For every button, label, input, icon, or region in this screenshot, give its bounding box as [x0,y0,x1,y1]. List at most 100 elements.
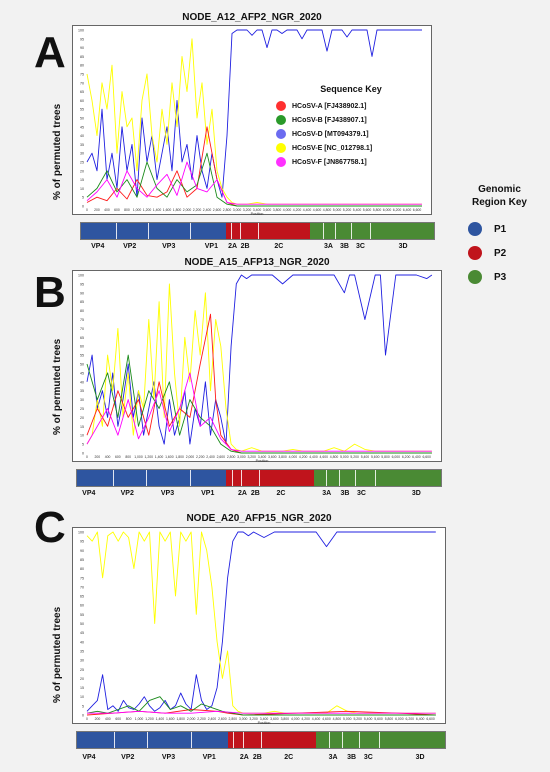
x-tick-label: 2,200 [193,208,202,212]
gene-label: VP4 [82,490,96,497]
x-tick-label: 1,600 [166,717,175,721]
region-key-item: P3 [452,265,547,289]
x-tick-label: 1,800 [173,208,182,212]
y-tick-label: 40 [80,134,84,138]
y-tick-label: 100 [78,274,84,278]
gene-divider [148,223,150,239]
y-axis-label: % of permuted trees [52,606,63,703]
y-tick-label: 20 [80,416,84,420]
y-tick-label: 10 [80,695,84,699]
y-tick-label: 15 [80,686,84,690]
y-tick-label: 45 [80,125,84,129]
series-line [86,372,432,452]
gene-divider [231,470,233,486]
gene-label: VP1 [201,490,215,497]
gene-label: VP4 [82,754,96,761]
x-tick-label: 4,400 [312,717,321,721]
region-key-title-line2: Region Key [471,197,527,208]
x-tick-label: 4,600 [322,717,331,721]
genome-map-bar [80,222,435,240]
gene-label: 3B [339,243,349,250]
gene-label: 3C [363,754,373,761]
line-chart: 0 5 10 15 20 25 30 35 40 45 50 55 60 65 70 75 80 85 90 95 10… [78,29,422,216]
y-tick-label: 20 [80,169,84,173]
y-tick-label: 60 [80,345,84,349]
region-key-title-line1: Genomic [478,184,521,195]
x-tick-label: 1,000 [133,208,142,212]
x-tick-label: 4,200 [293,208,302,212]
x-axis-label: Position [258,721,271,725]
gene-divider [113,732,115,748]
y-tick-label: 25 [80,161,84,165]
y-tick-label: 5 [82,704,84,708]
gene-label: 3A [324,243,333,250]
x-tick-label: 3,200 [243,208,252,212]
series-line [86,531,436,712]
y-tick-label: 85 [80,55,84,59]
y-tick-label: 40 [80,380,84,384]
x-tick-label: 4,000 [289,455,298,459]
x-tick-label: 1,200 [145,455,154,459]
chart-area: 0 5 10 15 20 25 30 35 40 45 50 55 60 65 70 75 80 85 90 95 10… [72,25,432,216]
y-tick-label: 70 [80,327,84,331]
y-tick-label: 30 [80,659,84,663]
genome-region-segment [316,732,445,748]
x-tick-label: 3,400 [258,455,267,459]
gene-divider [329,732,331,748]
x-tick-label: 3,000 [237,455,246,459]
sequence-key-item: HCoSV-F [JN867758.1] [276,155,426,169]
x-tick-label: 5,400 [364,717,373,721]
sequence-key-item: HCoSV-B [FJ438907.1] [276,113,426,127]
gene-divider [231,223,233,239]
x-tick-label: 800 [124,208,130,212]
x-tick-label: 6,000 [395,717,404,721]
line-chart: 0 5 10 15 20 25 30 35 40 45 50 55 60 65 70 75 80 85 90 95 10… [78,531,436,725]
x-tick-label: 6,400 [416,717,425,721]
y-axis-label: % of permuted trees [52,338,63,435]
y-tick-label: 15 [80,178,84,182]
series-line [86,313,432,454]
y-tick-label: 80 [80,64,84,68]
region-key-label: P1 [494,223,507,235]
x-tick-label: 1,800 [176,717,185,721]
panel-letter: B [34,268,66,317]
x-tick-label: 1,000 [135,717,144,721]
x-tick-label: 3,600 [270,717,279,721]
sequence-key-label: HCoSV-E [NC_012798.1] [292,144,373,152]
genome-region-segment [227,732,317,748]
series-line [86,696,436,716]
x-tick-label: 4,800 [330,455,339,459]
x-tick-label: 2,000 [186,455,195,459]
x-tick-label: 800 [126,717,132,721]
y-tick-label: 50 [80,363,84,367]
x-tick-label: 5,200 [343,208,352,212]
y-tick-label: 65 [80,595,84,599]
gene-label: VP2 [120,490,134,497]
x-tick-label: 5,600 [374,717,383,721]
sequence-key-item: HCoSV-A [FJ438902.1] [276,99,426,113]
y-tick-label: 70 [80,81,84,85]
gene-label: 2B [252,754,262,761]
region-key-title: Genomic Region Key [452,183,547,209]
gene-divider [326,470,328,486]
x-tick-label: 5,800 [373,208,382,212]
x-tick-label: 5,200 [350,455,359,459]
y-tick-label: 95 [80,540,84,544]
y-tick-label: 80 [80,309,84,313]
y-tick-label: 60 [80,99,84,103]
y-tick-label: 85 [80,558,84,562]
sequence-key-label: HCoSV-D [MT094379.1] [292,130,369,138]
y-tick-label: 25 [80,407,84,411]
y-tick-label: 45 [80,371,84,375]
x-tick-label: 0 [86,208,88,212]
y-tick-label: 50 [80,622,84,626]
gene-divider [233,732,235,748]
x-tick-label: 3,800 [278,455,287,459]
gene-divider [261,732,262,748]
gene-label: 3D [415,754,425,761]
x-tick-label: 2,600 [218,717,227,721]
gene-label: 3B [340,490,350,497]
x-tick-label: 6,200 [406,717,415,721]
x-tick-label: 1,200 [143,208,152,212]
